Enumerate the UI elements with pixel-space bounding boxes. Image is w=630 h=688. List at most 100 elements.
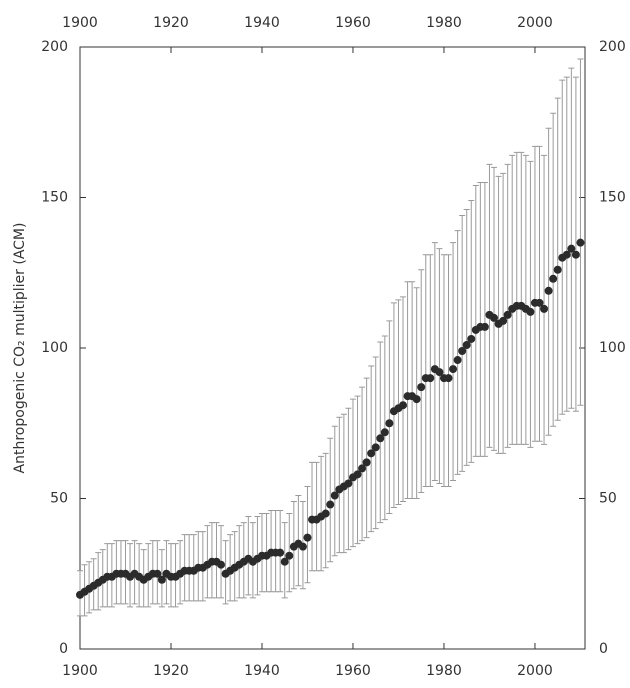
data-point bbox=[417, 383, 426, 392]
error-bar bbox=[418, 269, 425, 493]
error-bar bbox=[422, 254, 429, 487]
data-point bbox=[285, 551, 294, 560]
error-bar bbox=[568, 67, 575, 409]
plot-frame bbox=[79, 46, 586, 650]
error-bar bbox=[436, 248, 443, 484]
error-bar bbox=[459, 215, 466, 472]
x-top-tick-label: 1920 bbox=[153, 15, 189, 31]
y-tick-label: 100 bbox=[41, 340, 68, 356]
error-bar bbox=[481, 181, 488, 457]
y-tick-label: 0 bbox=[59, 641, 68, 657]
error-bar bbox=[409, 281, 416, 499]
x-top-tick-label: 1900 bbox=[62, 15, 98, 31]
data-point bbox=[321, 509, 330, 518]
data-point bbox=[344, 479, 353, 488]
error-bar bbox=[563, 76, 570, 412]
data-point bbox=[444, 374, 453, 383]
error-bar bbox=[368, 365, 375, 533]
error-bar bbox=[372, 356, 379, 530]
x-top-tick-label: 2000 bbox=[517, 15, 553, 31]
data-point bbox=[499, 316, 508, 325]
error-bar bbox=[554, 97, 561, 421]
error-bar bbox=[513, 151, 520, 445]
data-point bbox=[576, 238, 585, 247]
error-bar bbox=[454, 230, 461, 475]
error-bar bbox=[381, 335, 388, 521]
error-bar bbox=[386, 320, 393, 515]
error-bar bbox=[327, 437, 334, 563]
y-tick-label: 200 bbox=[41, 39, 68, 55]
error-bar bbox=[509, 154, 516, 445]
error-bar bbox=[536, 145, 543, 442]
data-point bbox=[549, 274, 558, 283]
x-top-tick-label: 1980 bbox=[426, 15, 462, 31]
y2-tick-label: 150 bbox=[599, 190, 626, 206]
data-point bbox=[276, 548, 285, 557]
y-axis-label: Anthropogenic CO₂ multiplier (ACM) bbox=[12, 223, 28, 474]
data-point bbox=[157, 575, 166, 584]
data-point bbox=[467, 334, 476, 343]
data-point bbox=[367, 449, 376, 458]
data-point bbox=[399, 401, 408, 410]
y-tick-label: 150 bbox=[41, 190, 68, 206]
data-point bbox=[330, 491, 339, 500]
data-point bbox=[535, 298, 544, 307]
error-bar bbox=[354, 395, 361, 545]
error-bar bbox=[545, 127, 552, 436]
data-point bbox=[412, 395, 421, 404]
error-bar bbox=[559, 79, 566, 415]
error-bar bbox=[531, 145, 538, 442]
error-bar bbox=[518, 151, 525, 445]
error-bar bbox=[359, 386, 366, 542]
data-point bbox=[490, 313, 499, 322]
data-point bbox=[449, 365, 458, 374]
error-bar bbox=[431, 242, 438, 481]
error-bar bbox=[472, 184, 479, 457]
error-bar bbox=[395, 299, 402, 506]
data-point bbox=[380, 428, 389, 437]
data-point bbox=[571, 250, 580, 259]
error-bar bbox=[377, 341, 384, 524]
x-tick-label: 2000 bbox=[517, 663, 553, 679]
data-point bbox=[280, 557, 289, 566]
data-point bbox=[553, 265, 562, 274]
error-bar bbox=[541, 154, 548, 445]
error-bar bbox=[331, 425, 338, 557]
data-point bbox=[385, 419, 394, 428]
data-point bbox=[540, 304, 549, 313]
error-bar bbox=[345, 407, 352, 551]
data-point bbox=[153, 569, 162, 578]
error-bar bbox=[349, 398, 356, 548]
data-point bbox=[544, 286, 553, 295]
error-bar bbox=[572, 76, 579, 412]
data-point bbox=[435, 368, 444, 377]
error-bar bbox=[500, 172, 507, 454]
y2-tick-label: 200 bbox=[599, 39, 626, 55]
x-tick-label: 1960 bbox=[335, 663, 371, 679]
error-bar bbox=[550, 112, 557, 427]
y2-tick-label: 0 bbox=[599, 641, 608, 657]
data-point bbox=[353, 470, 362, 479]
data-point bbox=[462, 340, 471, 349]
data-point bbox=[362, 458, 371, 467]
x-tick-label: 1940 bbox=[244, 663, 280, 679]
data-point bbox=[567, 244, 576, 253]
data-point bbox=[371, 443, 380, 452]
data-point bbox=[526, 307, 535, 316]
error-bar bbox=[413, 287, 420, 499]
error-bar bbox=[427, 254, 434, 487]
x-tick-label: 1900 bbox=[62, 663, 98, 679]
x-tick-label: 1980 bbox=[426, 663, 462, 679]
data-point bbox=[376, 434, 385, 443]
data-point bbox=[458, 347, 467, 356]
data-point bbox=[453, 356, 462, 365]
data-point bbox=[298, 542, 307, 551]
error-bar bbox=[486, 163, 493, 448]
error-bar bbox=[477, 181, 484, 457]
data-point bbox=[326, 500, 335, 509]
error-bar bbox=[577, 58, 584, 406]
error-bar bbox=[527, 160, 534, 448]
error-bar bbox=[522, 154, 529, 445]
error-bar bbox=[445, 254, 452, 487]
